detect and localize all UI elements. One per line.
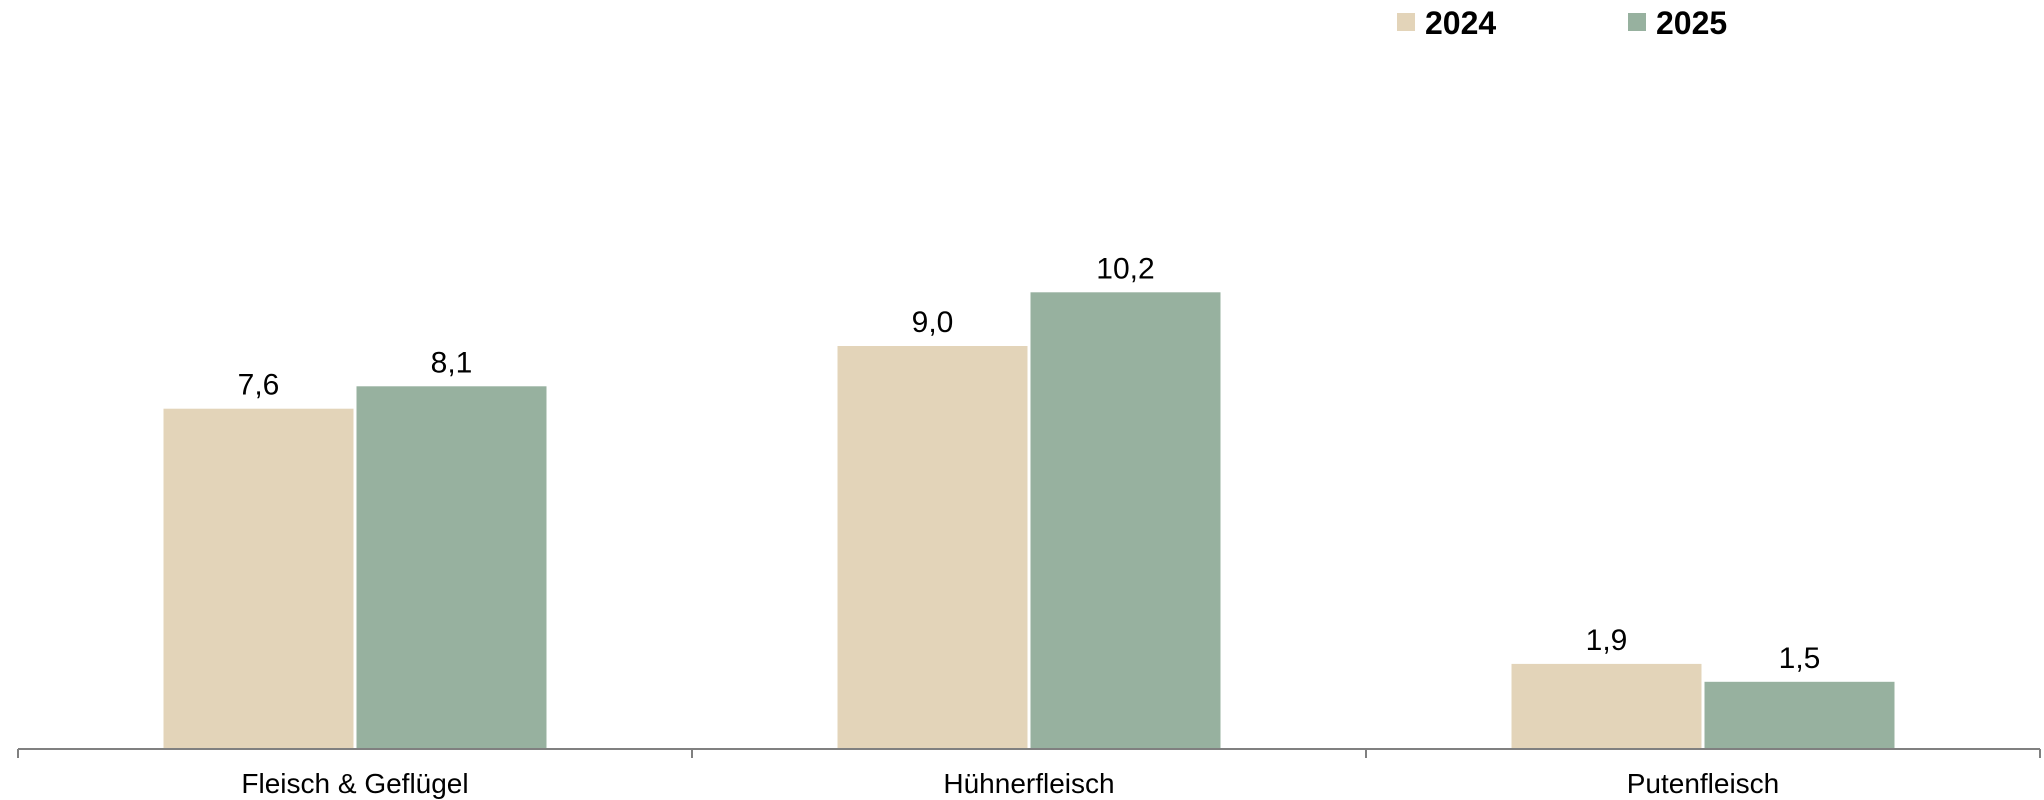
legend: 2024 2025	[1397, 5, 1727, 41]
value-label-2024-3: 1,9	[1586, 624, 1628, 657]
value-label-2024-1: 7,6	[238, 369, 280, 402]
value-labels: 7,6 8,1 9,0 10,2 1,9 1,5	[238, 252, 1821, 675]
value-label-2025-3: 1,5	[1779, 642, 1821, 675]
value-label-2024-2: 9,0	[912, 306, 954, 339]
bar-2025-2	[1030, 292, 1221, 749]
bars	[163, 292, 1895, 749]
bar-2025-3	[1704, 681, 1895, 749]
x-tick-label-2: Hühnerfleisch	[943, 768, 1114, 799]
legend-label-2025: 2025	[1656, 5, 1727, 41]
x-axis: Fleisch & Geflügel Hühnerfleisch Putenflei…	[17, 748, 2041, 799]
legend-label-2024: 2024	[1425, 5, 1496, 41]
x-tick-label-3: Putenfleisch	[1627, 768, 1780, 799]
bar-2024-3	[1511, 663, 1702, 749]
value-label-2025-2: 10,2	[1096, 252, 1154, 285]
legend-swatch-2025	[1628, 13, 1646, 31]
bar-2025-1	[356, 386, 547, 749]
value-label-2025-1: 8,1	[431, 346, 473, 379]
bar-2024-2	[837, 346, 1028, 749]
x-tick-label-1: Fleisch & Geflügel	[241, 768, 468, 799]
bar-2024-1	[163, 408, 354, 749]
legend-swatch-2024	[1397, 13, 1415, 31]
